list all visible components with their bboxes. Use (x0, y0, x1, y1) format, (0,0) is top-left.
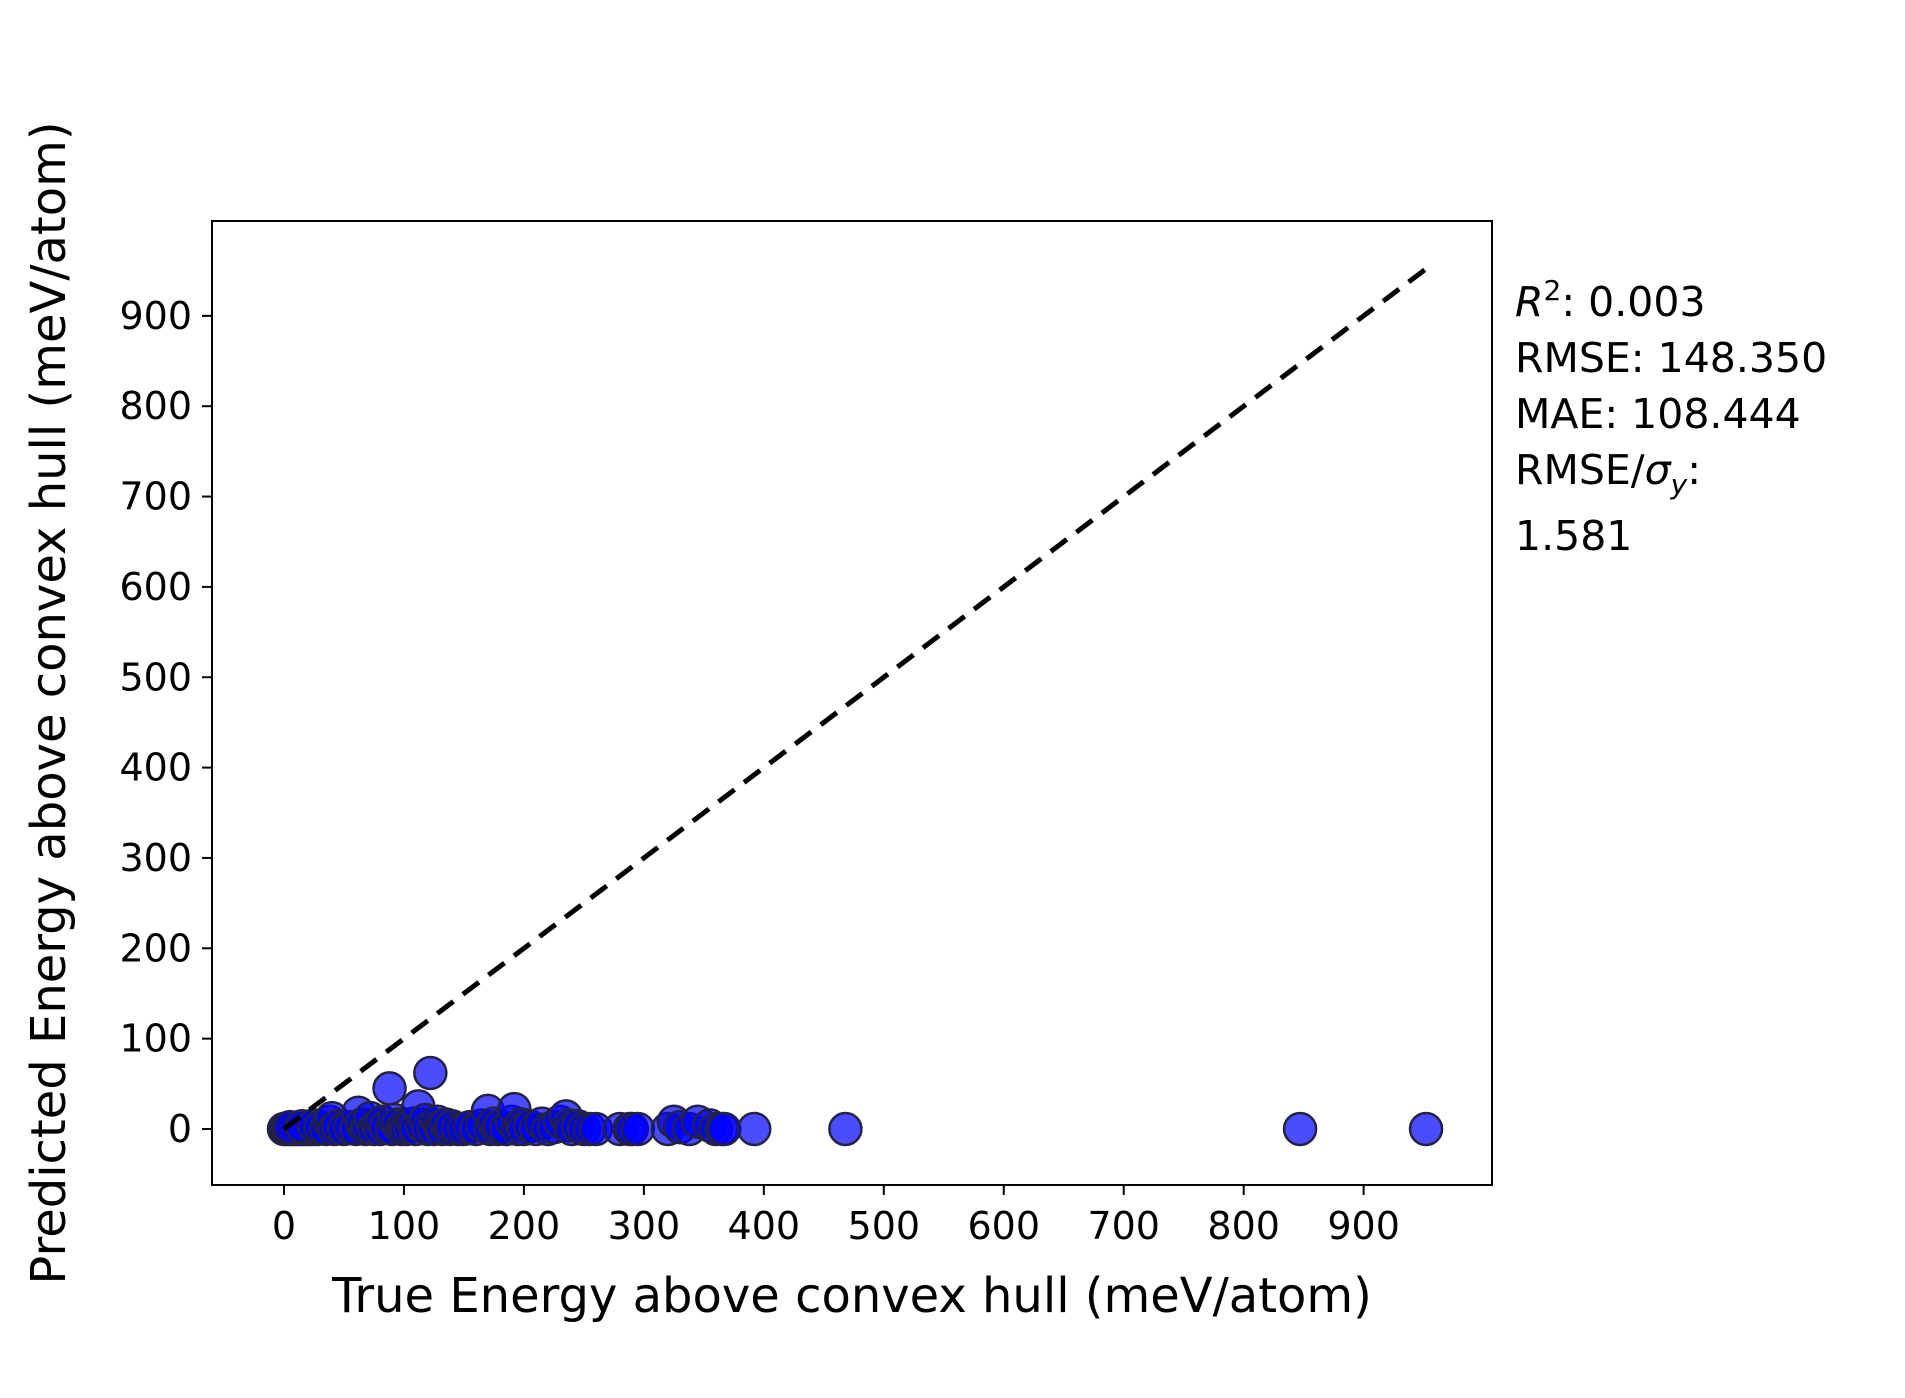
x-tick-label: 500 (848, 1204, 921, 1248)
data-point (1408, 1111, 1444, 1147)
y-axis-ticks: 0 100 200 300 400 500 600 700 800 900 (119, 294, 212, 1151)
y-tick-label: 600 (119, 565, 192, 609)
y-tick-label: 200 (119, 926, 192, 970)
x-tick-label: 600 (967, 1204, 1040, 1248)
x-axis-label: True Energy above convex hull (meV/atom) (331, 1268, 1372, 1324)
y-tick-label: 0 (168, 1107, 192, 1151)
y-tick-label: 400 (119, 746, 192, 790)
x-tick-label: 800 (1207, 1204, 1280, 1248)
data-point (372, 1071, 407, 1106)
data-point (413, 1055, 448, 1091)
stats-annotation: R2: 0.003 RMSE: 148.350 MAE: 108.444 RMS… (1515, 274, 1827, 560)
y-tick-label: 100 (119, 1017, 192, 1061)
y-tick-label: 900 (119, 294, 192, 338)
stats-rmse-sigma-value: 1.581 (1515, 512, 1632, 560)
reference-dashed-line (282, 266, 1428, 1131)
x-tick-label: 100 (368, 1204, 441, 1248)
stats-mae: MAE: 108.444 (1515, 390, 1801, 438)
stats-rmse-sigma: RMSE/σy: (1515, 446, 1701, 501)
y-tick-label: 500 (119, 655, 192, 699)
x-tick-label: 400 (728, 1204, 801, 1248)
y-axis-label: Predicted Energy above convex hull (meV/… (21, 121, 77, 1284)
y-tick-label: 700 (119, 475, 192, 519)
x-tick-label: 0 (272, 1204, 296, 1248)
data-point (1282, 1111, 1318, 1147)
stats-rmse: RMSE: 148.350 (1515, 334, 1827, 382)
x-tick-label: 200 (488, 1204, 561, 1248)
data-point (620, 1111, 656, 1147)
plot-area-frame (211, 220, 1493, 1186)
y-tick-label: 300 (119, 836, 192, 880)
data-point (828, 1111, 863, 1147)
x-tick-label: 900 (1327, 1204, 1400, 1248)
x-tick-label: 700 (1087, 1204, 1160, 1248)
data-point (706, 1111, 742, 1147)
data-point (736, 1111, 772, 1147)
stats-r2: R2: 0.003 (1515, 274, 1706, 326)
x-tick-label: 300 (608, 1204, 681, 1248)
x-axis-ticks: 0 100 200 300 400 500 600 700 800 900 (272, 1185, 1400, 1248)
data-points (266, 1055, 1444, 1147)
y-tick-label: 800 (119, 384, 192, 428)
